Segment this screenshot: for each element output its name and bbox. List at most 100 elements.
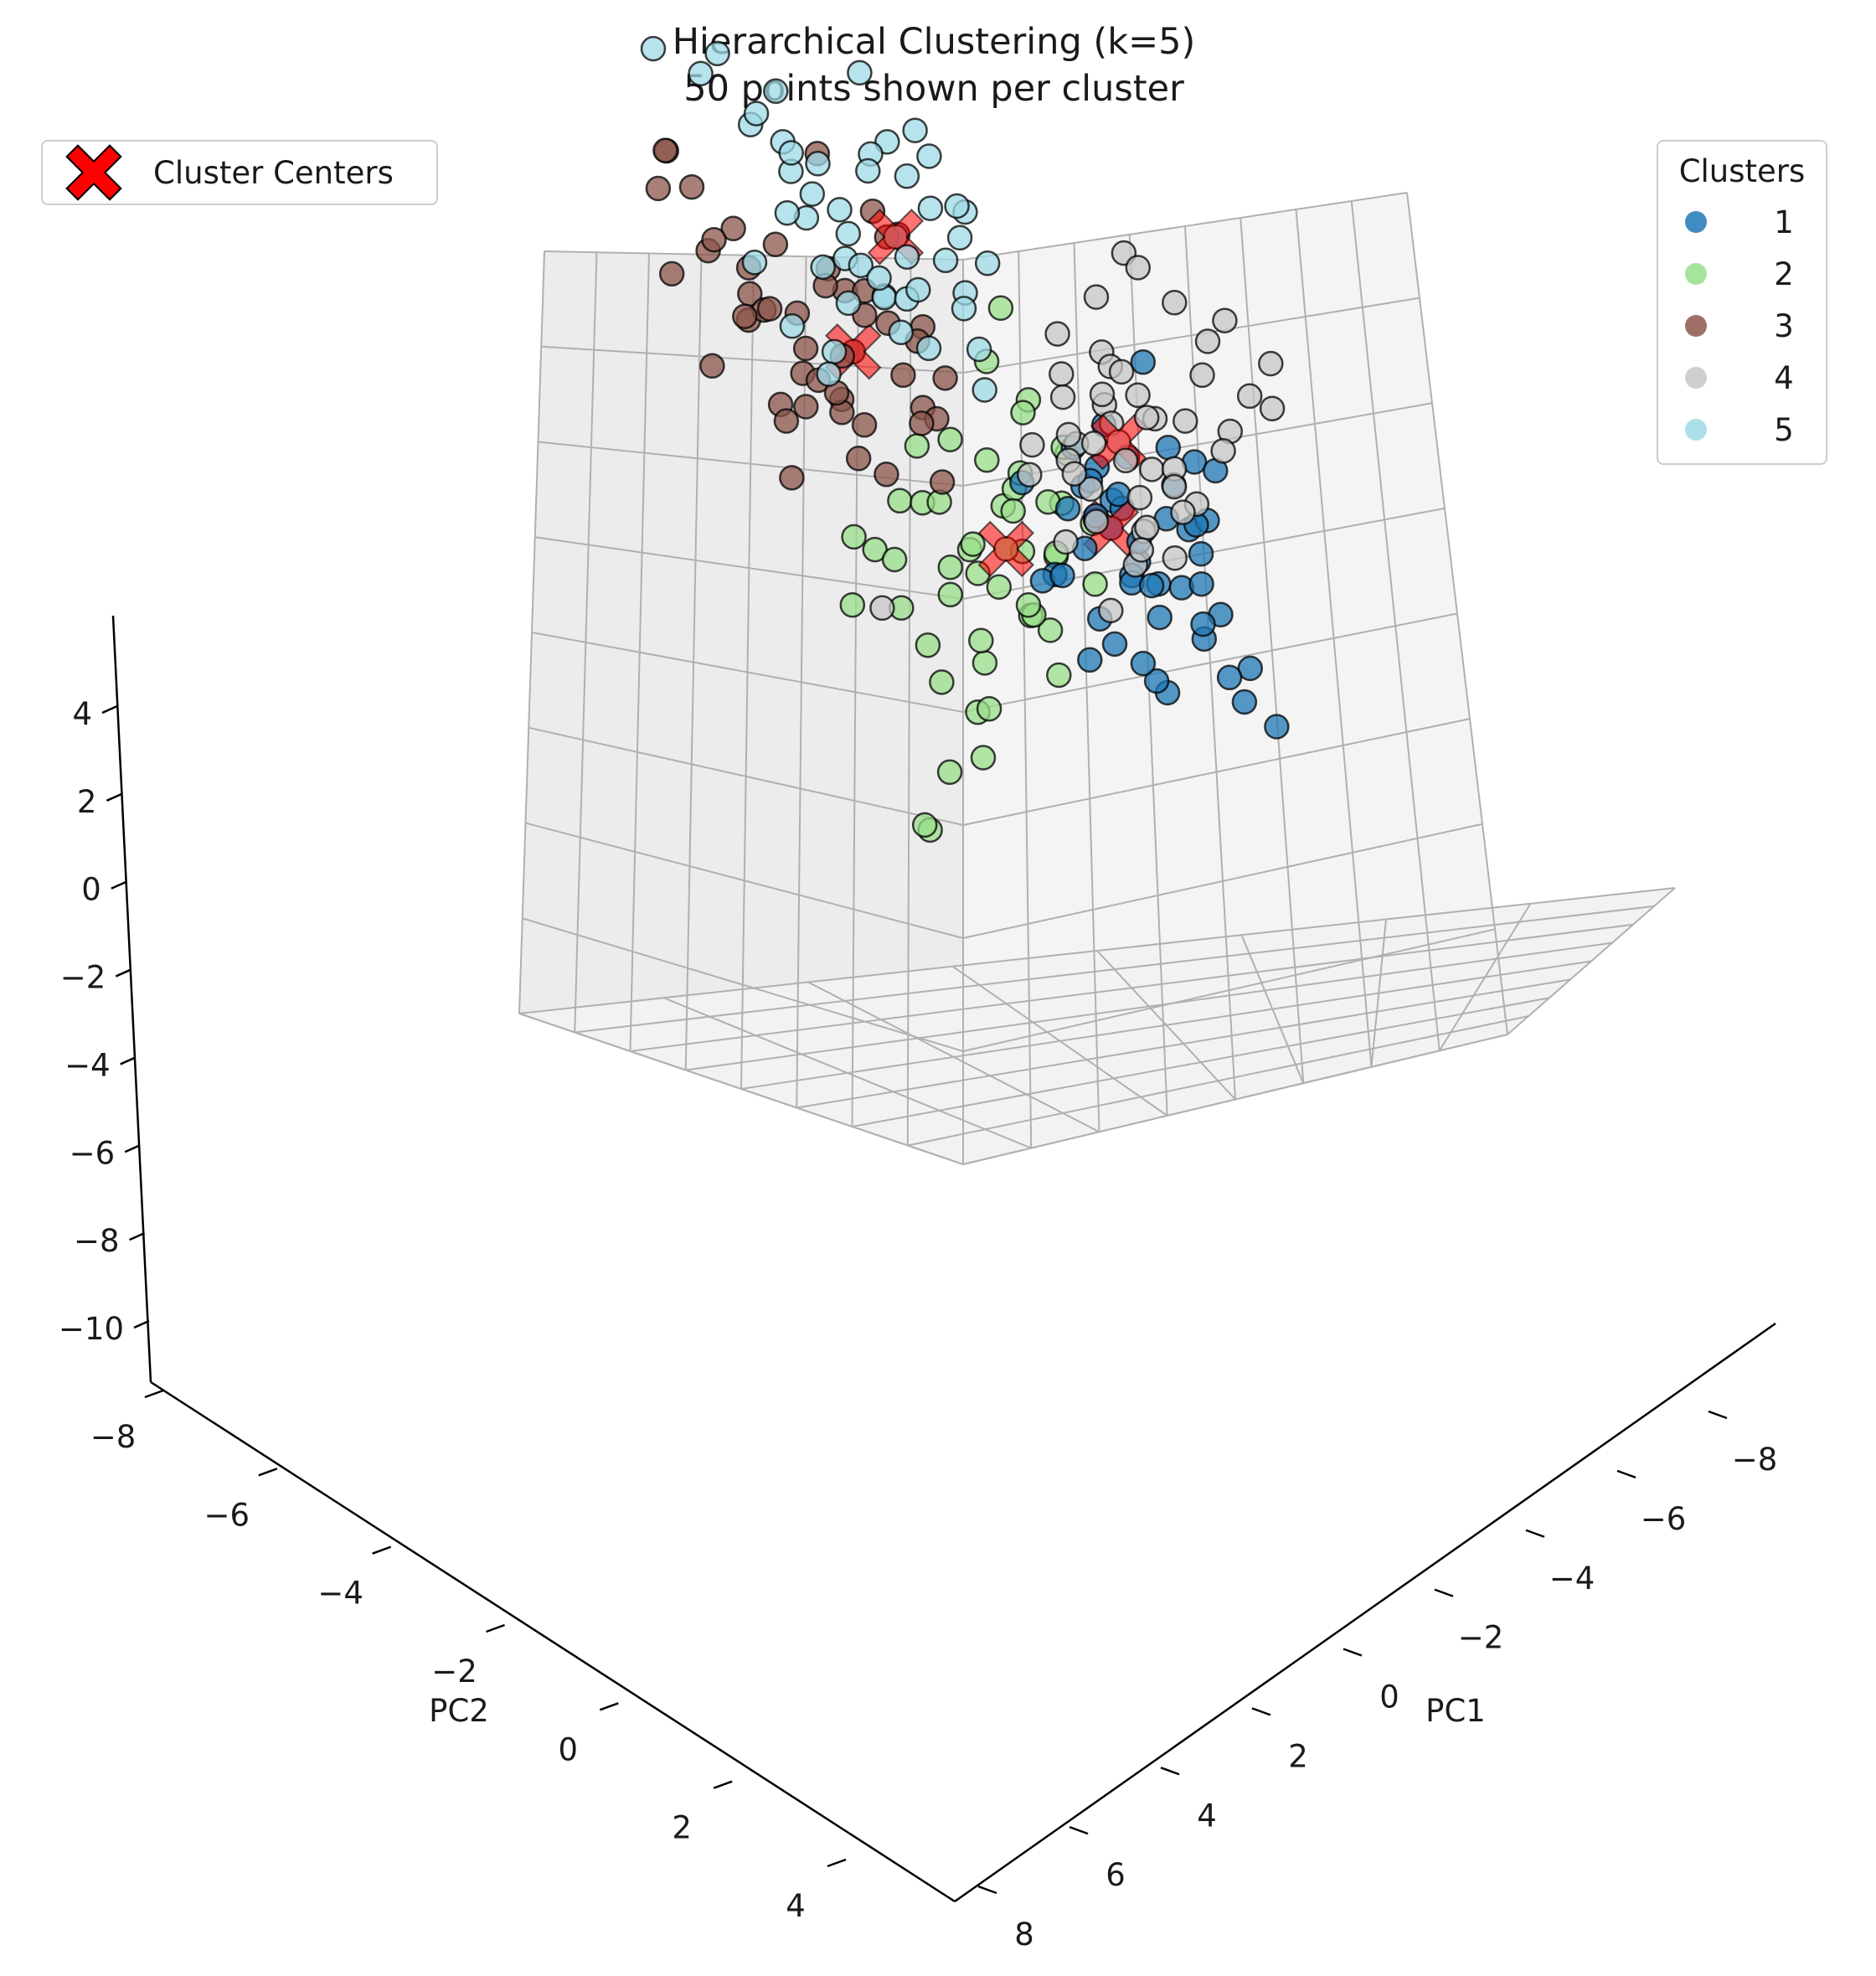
z-tick: [133, 1319, 150, 1329]
gridline-z-right: [962, 718, 1471, 826]
point-cluster-2: [936, 759, 963, 786]
point-cluster-4: [1236, 383, 1263, 410]
x-tick-label: −4: [1549, 1561, 1595, 1597]
point-cluster-2: [968, 627, 994, 654]
point-cluster-5: [778, 140, 804, 166]
point-cluster-3: [732, 303, 758, 329]
gridline-z-right: [962, 823, 1483, 939]
point-cluster-3: [645, 175, 672, 202]
x-tick: [1434, 1588, 1454, 1597]
point-cluster-5: [894, 163, 920, 189]
point-cluster-2: [987, 295, 1014, 322]
z-tick-label: −2: [60, 960, 106, 996]
z-tick-label: −10: [59, 1311, 124, 1347]
point-cluster-2: [960, 531, 986, 557]
point-cluster-4: [1189, 362, 1215, 389]
point-cluster-2: [929, 669, 955, 695]
z-tick-label: −6: [70, 1135, 116, 1171]
point-cluster-3: [773, 408, 800, 434]
point-cluster-1: [1147, 604, 1172, 631]
point-cluster-1: [1138, 572, 1165, 599]
point-cluster-4: [1078, 476, 1104, 503]
point-cluster-1: [1054, 495, 1081, 522]
z-tick-label: 2: [77, 784, 97, 820]
gridline-z-left: [522, 917, 964, 1052]
z-tick: [120, 1056, 137, 1065]
z-tick: [111, 880, 127, 890]
point-cluster-5: [951, 296, 977, 322]
point-cluster-1: [1188, 570, 1214, 597]
point-cluster-2: [1046, 662, 1072, 689]
point-cluster-2: [970, 745, 997, 771]
point-cluster-2: [915, 632, 941, 658]
y-tick-label: 0: [559, 1731, 579, 1767]
point-cluster-4: [1172, 408, 1198, 434]
data-points: [640, 35, 1290, 844]
x-tick-label: −8: [1732, 1442, 1778, 1478]
point-cluster-4: [1083, 508, 1110, 534]
point-cluster-5: [915, 335, 942, 362]
point-cluster-5: [848, 252, 874, 279]
point-cluster-1: [1130, 650, 1157, 677]
x-tick: [1616, 1469, 1636, 1479]
gridline-z-left: [525, 822, 964, 939]
point-cluster-4: [1161, 473, 1188, 500]
x-tick: [1343, 1648, 1363, 1657]
point-cluster-5: [805, 151, 831, 177]
point-cluster-1: [1143, 668, 1170, 694]
legend-cluster-label-3: 3: [1774, 308, 1794, 344]
point-cluster-4: [1126, 484, 1153, 511]
gridline-y-floor: [1240, 934, 1305, 1084]
legend-clusters-title: Clusters: [1679, 153, 1806, 189]
point-cluster-4: [869, 595, 895, 622]
gridline-y-floor: [1438, 903, 1532, 1051]
point-cluster-5: [972, 377, 997, 403]
point-cluster-4: [1125, 382, 1151, 409]
point-cluster-5: [835, 290, 862, 317]
point-cluster-4: [1083, 284, 1110, 310]
gridline-y-floor: [663, 997, 1032, 1149]
y-axis-label: PC2: [429, 1693, 489, 1729]
point-cluster-5: [810, 254, 836, 281]
point-cluster-3: [793, 394, 819, 420]
point-cluster-5: [741, 250, 768, 276]
point-cluster-3: [792, 335, 819, 362]
y-tick: [827, 1858, 847, 1868]
point-cluster-4: [1061, 461, 1088, 487]
point-cluster-2: [904, 433, 930, 459]
point-cluster-4: [1134, 514, 1160, 541]
point-cluster-4: [1017, 462, 1043, 488]
gridline-y-floor: [1096, 950, 1236, 1101]
z-axis-line: [111, 615, 152, 1383]
gridline-z-right: [962, 612, 1458, 713]
gridline-y-floor: [1370, 919, 1387, 1067]
y-tick: [144, 1389, 164, 1399]
z-tick: [115, 968, 131, 978]
point-cluster-2: [881, 546, 908, 573]
z-tick-label: −4: [64, 1047, 111, 1083]
point-cluster-5: [779, 313, 806, 339]
axes-lines: [111, 615, 1776, 1903]
x-tick-label: 6: [1106, 1857, 1126, 1893]
point-cluster-1: [1101, 631, 1128, 658]
point-cluster-5: [966, 336, 992, 363]
point-cluster-2: [1037, 617, 1064, 643]
point-cluster-3: [874, 462, 899, 488]
point-cluster-4: [1019, 431, 1045, 458]
point-cluster-5: [944, 193, 970, 219]
y-tick-label: 4: [786, 1888, 806, 1924]
point-cluster-2: [1000, 498, 1026, 524]
x-tick-label: 0: [1379, 1679, 1399, 1715]
point-cluster-3: [678, 173, 705, 200]
point-cluster-5: [816, 361, 842, 387]
point-cluster-2: [839, 591, 866, 618]
point-cluster-4: [1044, 321, 1070, 347]
point-cluster-2: [1010, 400, 1036, 426]
legend-cluster-label-4: 4: [1774, 360, 1794, 396]
y-tick: [372, 1545, 392, 1555]
point-cluster-4: [1133, 405, 1160, 431]
legend-cluster-marker-3: [1685, 315, 1707, 337]
point-cluster-5: [827, 197, 853, 223]
legend-cluster-marker-1: [1685, 211, 1707, 233]
point-cluster-2: [937, 554, 964, 580]
